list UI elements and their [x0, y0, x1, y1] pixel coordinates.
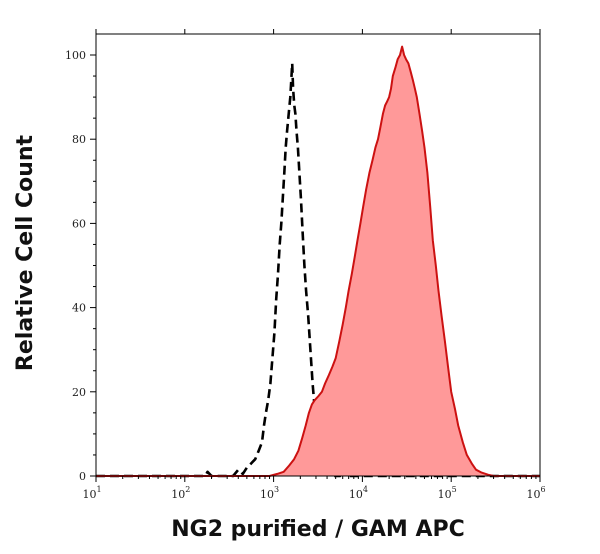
plot-area	[95, 33, 541, 478]
y-tick-label: 80	[72, 133, 86, 146]
x-tick-label: 104	[349, 485, 368, 501]
series-layer	[96, 45, 540, 478]
y-axis-label: Relative Cell Count	[13, 134, 38, 371]
y-axis-ticks: 0 20 40 60 80 100	[65, 49, 96, 483]
y-tick-label: 40	[72, 302, 86, 315]
x-tick-label: 105	[438, 485, 457, 501]
x-tick-label: 101	[82, 485, 101, 501]
y-tick-label: 0	[79, 470, 86, 483]
x-axis-label: NG2 purified / GAM APC	[171, 517, 465, 542]
series-1-fill	[96, 46, 540, 476]
y-tick-label: 20	[72, 386, 86, 399]
y-tick-label: 100	[65, 49, 86, 62]
series-1-line	[96, 45, 540, 477]
x-tick-label: 106	[526, 485, 545, 501]
x-tick-label: 102	[171, 485, 190, 501]
x-tick-label: 103	[260, 485, 279, 501]
y-tick-label: 60	[72, 217, 86, 230]
x-axis-ticks: 101 102 103 104 105 106	[82, 29, 546, 501]
plot-frame	[95, 33, 541, 477]
